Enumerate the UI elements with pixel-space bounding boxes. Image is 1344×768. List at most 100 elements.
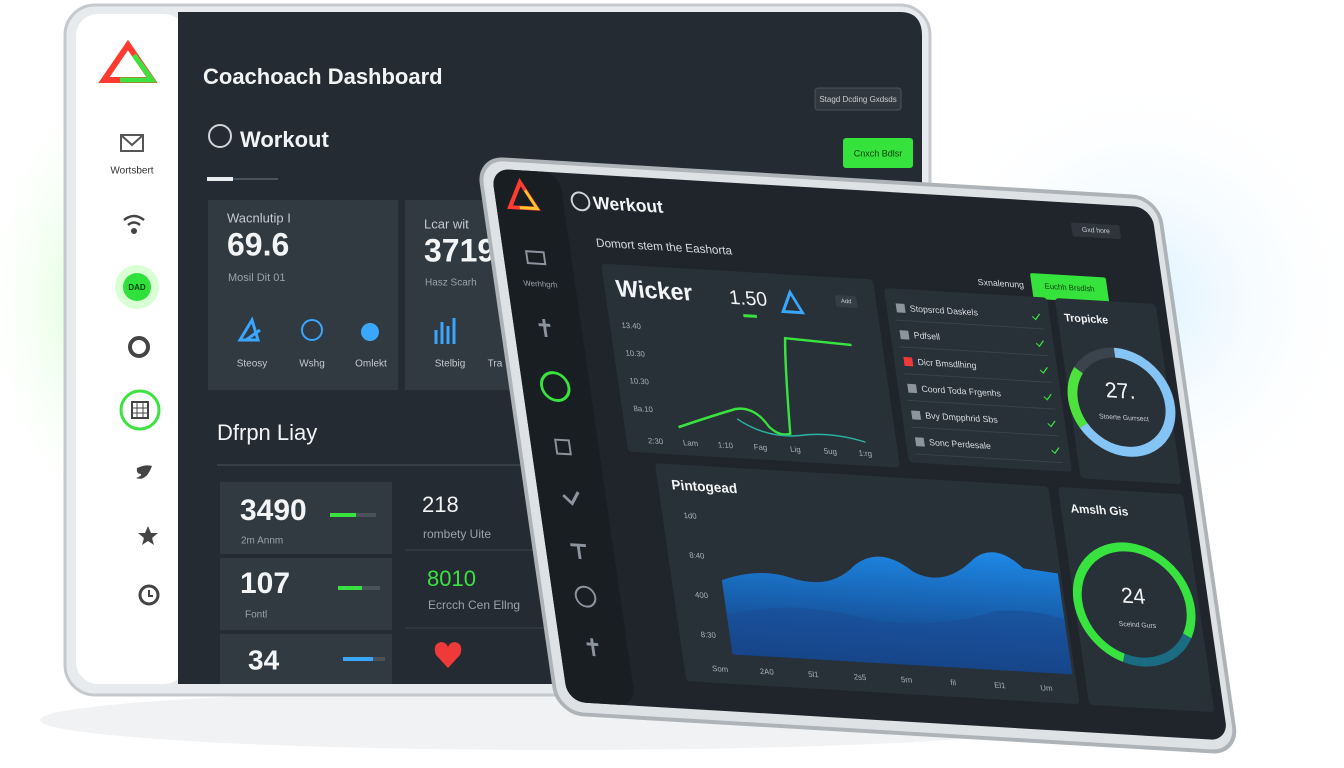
status: Sxnalenung <box>977 277 1025 290</box>
y-axis-label: 8:30 <box>700 630 717 640</box>
tab-indicator <box>207 177 233 181</box>
header: Werkout <box>592 193 665 217</box>
icon <box>562 491 580 506</box>
indicator <box>743 314 758 318</box>
logo <box>519 189 540 211</box>
y-axis-label: 8a.10 <box>633 404 654 414</box>
icon <box>208 124 232 148</box>
sidebar-label: Werhhgrh <box>523 279 558 290</box>
y-axis-label: 400 <box>694 590 709 600</box>
sidebar-badge: DAD <box>128 283 146 292</box>
x-axis-label: 1:rg <box>858 449 873 459</box>
list-divider <box>903 373 1052 383</box>
button[interactable] <box>1070 222 1122 239</box>
button-label: Gxd hore <box>1082 227 1111 236</box>
card-value: 69.6 <box>227 226 289 262</box>
list-item: Pdfsell <box>913 330 941 342</box>
gauge-arc <box>1123 633 1192 667</box>
list-icon <box>899 330 910 340</box>
icon <box>132 402 148 418</box>
panel <box>1055 298 1182 485</box>
stat-value: 3490 <box>240 494 307 527</box>
x-axis-label: Fag <box>753 442 768 452</box>
x-axis-label: Som <box>712 664 730 674</box>
list-item: Dicr Bmsdlhing <box>917 357 977 370</box>
x-axis-label: El1 <box>994 681 1007 691</box>
card-sub: Hasz Scarh <box>425 278 477 289</box>
section-title: Workout <box>240 127 329 152</box>
button-label: Euchh Brsdlsh <box>1044 282 1095 294</box>
y-axis-label: 8:40 <box>689 551 706 561</box>
list-item: Coord Toda Frgenhs <box>921 384 1002 399</box>
panel-title: Tropicke <box>1063 312 1109 327</box>
progress <box>330 513 356 517</box>
button[interactable] <box>843 138 913 168</box>
check <box>1031 313 1041 321</box>
x-axis-label: 1:10 <box>717 440 734 450</box>
x-axis-label: 2s5 <box>853 672 867 682</box>
icon <box>301 319 323 341</box>
list-icon <box>914 437 925 447</box>
icon <box>120 134 144 152</box>
sidebar <box>493 169 634 705</box>
icon <box>119 389 161 431</box>
card-label: Lcar wit <box>424 216 469 231</box>
progress <box>343 657 373 661</box>
gauge-value: 24 <box>1120 582 1147 608</box>
panel <box>601 263 900 468</box>
badge <box>834 295 858 308</box>
gauge-value: 27. <box>1103 377 1136 404</box>
icon <box>136 465 152 479</box>
gauge-label: Scelnd Gurs <box>1118 621 1157 630</box>
icon <box>570 543 587 560</box>
area <box>726 607 1073 675</box>
icon <box>540 371 571 402</box>
tab-track <box>233 178 278 180</box>
stat-label: Fontl <box>245 610 267 621</box>
stat-label: Ecrcch Cen Ellng <box>428 598 520 612</box>
list-icon <box>907 383 918 394</box>
button[interactable] <box>814 87 902 111</box>
button-label: Stagd Dcding Gxdsds <box>819 95 896 104</box>
icon <box>138 526 158 545</box>
check <box>1047 420 1056 428</box>
icon <box>574 585 597 608</box>
card-label: Wacnlutip I <box>227 210 291 225</box>
list-divider <box>911 426 1060 437</box>
icon <box>131 228 137 234</box>
logo <box>120 53 157 83</box>
icon-label: Omlekt <box>355 359 387 370</box>
list-item: Stopsrcd Daskels <box>909 303 979 317</box>
y-axis-label: 10.30 <box>625 348 646 358</box>
list-item: Bvy Dmpphrid Sbs <box>925 411 999 425</box>
x-axis-label: 2A0 <box>759 667 775 677</box>
section-title: Dfrpn Liay <box>217 420 317 445</box>
icon <box>524 250 547 266</box>
list-icon <box>895 303 906 313</box>
gauge-arc <box>1072 542 1196 662</box>
panel-title: Amslh Gis <box>1070 501 1130 518</box>
x-axis-label: 5l1 <box>808 670 820 680</box>
icon <box>538 318 551 337</box>
button-label: Cnxch Bdlsr <box>854 148 903 158</box>
icon-label: Tra <box>488 359 503 370</box>
gauge-label: Stoerte Gurrsect <box>1099 413 1150 423</box>
stat-label: 2m Annm <box>241 536 283 547</box>
check <box>1043 393 1052 401</box>
list-divider <box>907 399 1056 410</box>
y-axis-label: 10.30 <box>629 376 650 386</box>
list-divider <box>896 319 1044 330</box>
y-axis-label: 13.40 <box>621 321 642 331</box>
stat-label: rombety Uite <box>423 527 491 541</box>
heart-icon <box>434 642 462 668</box>
button[interactable] <box>1030 273 1110 304</box>
icon-label: Wshg <box>299 359 325 370</box>
icon <box>148 590 153 597</box>
panel <box>884 288 1072 472</box>
badge-label: Add <box>841 299 852 306</box>
icon-label: Steosy <box>237 359 268 370</box>
x-axis-label: 2:30 <box>647 436 664 446</box>
gauge-arc <box>1079 347 1176 457</box>
